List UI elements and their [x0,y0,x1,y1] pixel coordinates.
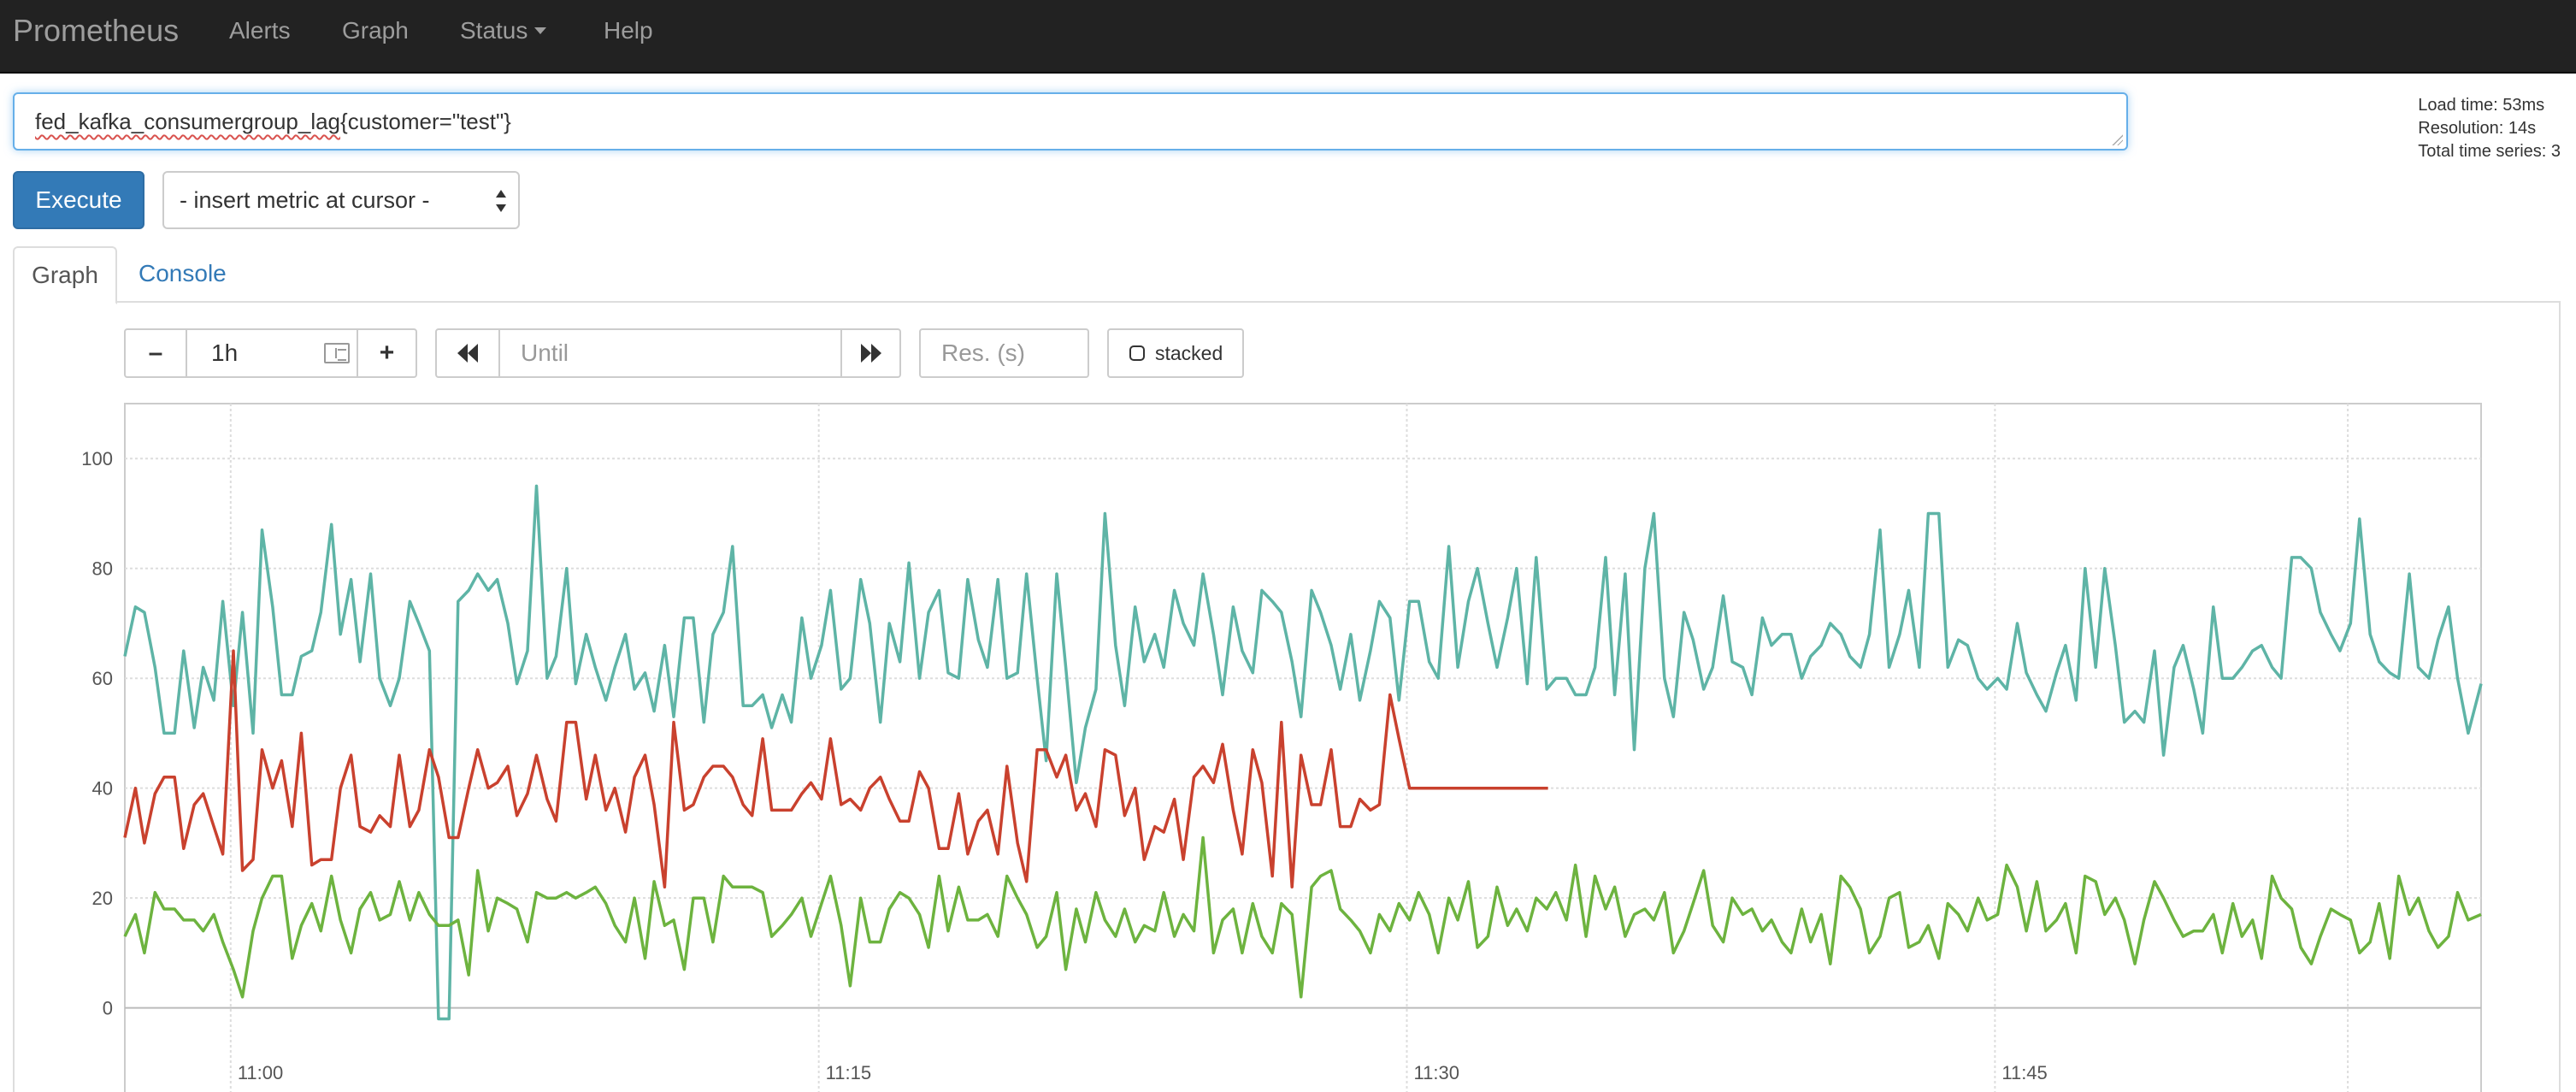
divider [840,330,842,376]
nav-help[interactable]: Help [604,17,653,44]
y-tick-label: 0 [103,998,113,1019]
caret-down-icon [534,27,547,34]
time-series-chart[interactable]: 0 20 40 60 80 100 11:00 11:15 11:30 11:45 [0,393,2576,1092]
checkbox-icon [1129,345,1145,361]
expression-input[interactable]: fed_kafka_consumergroup_lag{customer="te… [13,92,2128,151]
insert-metric-select[interactable]: - insert metric at cursor - [162,171,520,229]
chart-axes: 0 20 40 60 80 100 11:00 11:15 11:30 11:45 [81,448,2048,1083]
expression-label-filter: {customer="test"} [340,109,511,134]
nav-alerts[interactable]: Alerts [229,17,291,44]
nav-status[interactable]: Status [460,16,547,45]
y-tick-label: 100 [81,448,113,469]
plot-frame [124,403,2482,1092]
increase-range-button[interactable]: + [379,339,395,367]
select-arrows-icon [496,190,506,212]
resolution: Resolution: 14s [2418,119,2537,138]
resolution-input[interactable]: Res. (s) [941,339,1025,366]
chart-grid [124,403,2482,1092]
chart-series [123,484,2483,1021]
total-time-series: Total time series: 3 [2418,142,2561,161]
y-tick-label: 60 [92,668,113,689]
series-line-green[interactable] [123,835,2482,999]
step-back-button[interactable] [437,330,498,376]
graph-panel [13,301,2561,1092]
divider [357,330,358,376]
until-control: Until [435,328,901,378]
x-tick-label: 11:30 [1414,1062,1459,1083]
insert-metric-select-value: - insert metric at cursor - [180,187,430,213]
nav-graph[interactable]: Graph [342,17,409,44]
y-tick-label: 20 [92,888,113,909]
y-tick-label: 80 [92,558,113,580]
step-forward-button[interactable] [842,330,899,376]
execute-button[interactable]: Execute [13,171,144,229]
range-control: – 1h + [124,328,417,378]
y-tick-label: 40 [92,778,113,800]
brand-logo[interactable]: Prometheus [13,13,180,48]
backward-icon [457,344,478,363]
divider [186,330,187,376]
nav-status-label: Status [460,17,528,44]
x-tick-label: 11:45 [2001,1062,2047,1083]
expression-metric-name: fed_kafka_consumergroup_lag [35,109,341,134]
query-stats: Load time: 53ms Resolution: 14s Total ti… [2418,94,2561,163]
resize-grip-icon[interactable] [2111,133,2123,145]
load-time: Load time: 53ms [2418,96,2545,115]
forward-icon [860,344,881,363]
tab-bar: Graph Console [13,246,2561,304]
x-tick-label: 11:00 [238,1062,283,1083]
top-navbar: Prometheus Alerts Graph Status Help [0,0,2576,74]
tab-console[interactable]: Console [139,260,227,286]
x-tick-label: 11:15 [826,1062,871,1083]
stacked-toggle-button[interactable]: stacked [1107,328,1244,378]
stacked-label: stacked [1155,342,1223,364]
until-input[interactable]: Until [521,339,569,366]
series-line-teal[interactable] [123,484,2483,1021]
tab-graph[interactable]: Graph [13,246,117,304]
divider [498,330,500,376]
resolution-control: Res. (s) [919,328,1089,378]
calendar-icon [324,343,350,363]
series-line-red[interactable] [123,649,1548,889]
range-input[interactable]: 1h [211,339,239,366]
decrease-range-button[interactable]: – [148,339,163,367]
